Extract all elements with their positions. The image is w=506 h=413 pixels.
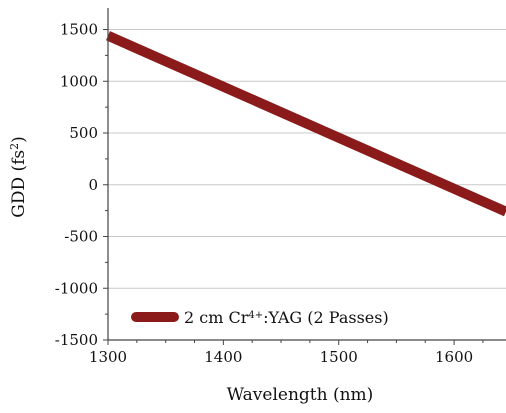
legend-label-sup: 4+	[248, 310, 263, 321]
x-axis-title: Wavelength (nm)	[227, 385, 374, 405]
legend-label: 2 cm Cr4+:YAG (2 Passes)	[184, 308, 389, 327]
y-axis-title-close: )	[9, 136, 29, 143]
y-tick-label: 1000	[60, 72, 98, 90]
y-tick-label: 500	[69, 124, 98, 142]
y-axis-title: GDD (fs2)	[8, 136, 30, 218]
x-tick-label: 1500	[320, 348, 358, 366]
legend: 2 cm Cr4+:YAG (2 Passes)	[131, 308, 389, 327]
x-tick-label: 1400	[204, 348, 242, 366]
axes-layer	[107, 8, 506, 341]
x-tick-label: 1600	[435, 348, 473, 366]
y-axis-title-main: GDD (fs	[9, 150, 29, 218]
ticks-layer	[103, 29, 484, 345]
legend-label-prefix: 2 cm Cr	[184, 308, 249, 327]
gdd-series-line	[105, 31, 506, 217]
y-tick-label: 0	[88, 176, 98, 194]
y-tick-label: -1000	[55, 279, 98, 297]
series-layer	[105, 31, 506, 217]
y-tick-label: -1500	[55, 331, 98, 349]
x-tick-label: 1300	[89, 348, 127, 366]
y-axis-title-sup: 2	[8, 143, 21, 150]
legend-label-suffix: :YAG (2 Passes)	[263, 308, 389, 327]
y-tick-label: 1500	[60, 21, 98, 39]
y-tick-label: -500	[64, 228, 98, 246]
